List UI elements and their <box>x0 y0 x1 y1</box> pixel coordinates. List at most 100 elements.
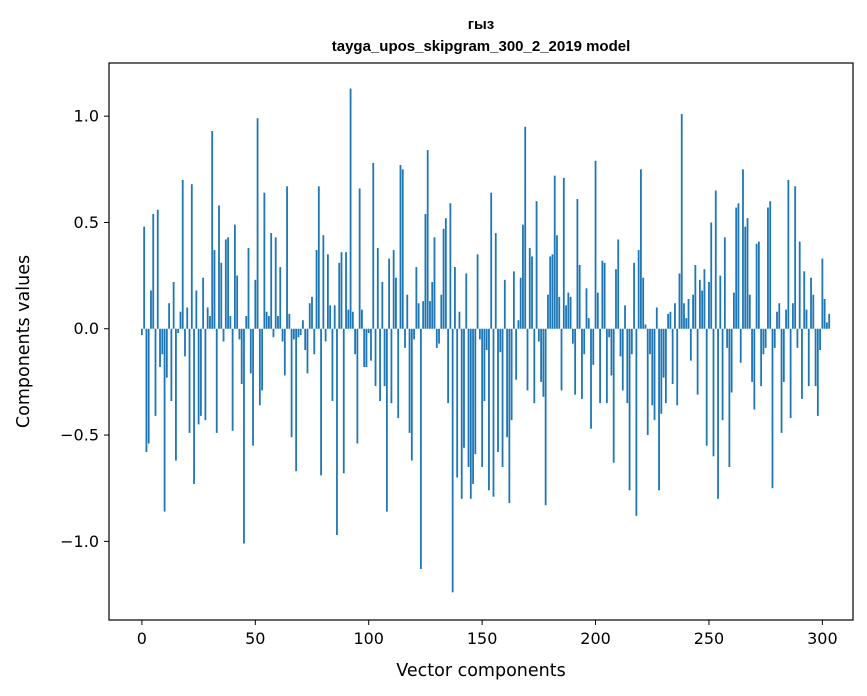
bar <box>401 169 404 329</box>
bar <box>617 239 620 329</box>
bar <box>317 186 320 329</box>
bar <box>140 328 143 336</box>
bar <box>181 179 184 329</box>
x-axis-ticks: 0 50 100 150 200 250 300 <box>137 620 838 648</box>
bar <box>680 114 683 329</box>
bar-series <box>140 88 831 593</box>
bar <box>379 328 381 402</box>
bar <box>381 281 384 329</box>
bar <box>215 328 218 433</box>
bar <box>311 296 313 329</box>
bar <box>789 328 792 419</box>
y-tick-label: 0.0 <box>74 319 99 338</box>
bar <box>193 328 195 484</box>
bar <box>481 328 484 467</box>
bar <box>721 328 724 421</box>
bar <box>372 162 375 329</box>
bar <box>431 281 434 329</box>
bar <box>762 328 765 355</box>
bar <box>213 250 216 329</box>
bar <box>542 328 545 397</box>
y-tick-label: 1.0 <box>74 107 99 126</box>
bar <box>798 241 801 329</box>
bar <box>188 328 191 433</box>
bar <box>592 328 595 365</box>
bar <box>717 328 719 499</box>
bar <box>429 301 431 329</box>
bar <box>737 203 740 329</box>
bar <box>531 256 533 329</box>
bar <box>218 205 220 329</box>
bar <box>347 309 350 329</box>
bar <box>676 328 679 406</box>
bar <box>728 328 731 467</box>
bar <box>338 262 341 329</box>
bar <box>451 328 454 593</box>
bar <box>168 303 171 329</box>
bar <box>145 328 148 453</box>
bar <box>254 279 257 329</box>
bar <box>823 298 826 329</box>
bar <box>261 328 264 391</box>
bar <box>703 269 706 329</box>
bar <box>522 224 524 329</box>
bar <box>460 328 463 499</box>
bar <box>769 201 772 329</box>
bar <box>662 328 665 378</box>
bar <box>490 192 493 329</box>
bar <box>229 315 232 329</box>
bar <box>474 328 477 455</box>
bar <box>449 203 452 329</box>
bar <box>354 328 357 355</box>
bar <box>630 328 633 355</box>
bar <box>698 279 701 329</box>
bar <box>143 226 146 329</box>
bar <box>667 313 670 329</box>
bar <box>383 328 386 387</box>
bar <box>574 328 577 395</box>
bar <box>646 328 649 436</box>
x-axis-label: Vector components <box>396 661 565 681</box>
bar <box>395 277 397 329</box>
bar <box>426 150 429 329</box>
bar <box>739 328 742 363</box>
bar <box>528 247 531 329</box>
bar <box>497 328 499 453</box>
bar <box>601 260 604 329</box>
bar <box>258 328 261 406</box>
bar <box>664 328 667 404</box>
chart-subtitle: tayga_upos_skipgram_300_2_2019 model <box>332 38 631 55</box>
bar <box>345 252 347 329</box>
bar <box>590 328 592 429</box>
bar <box>440 294 443 329</box>
bar <box>419 328 422 569</box>
y-axis-label: Components values <box>14 255 34 428</box>
bar <box>710 222 713 329</box>
bar <box>751 328 753 382</box>
bar <box>533 328 536 404</box>
bar <box>624 305 626 329</box>
bar <box>336 328 338 535</box>
bar <box>424 213 427 329</box>
bar <box>302 320 304 329</box>
bar <box>388 258 391 329</box>
bar <box>351 311 354 329</box>
bar <box>608 328 611 338</box>
bar <box>209 315 211 329</box>
bar <box>304 328 307 350</box>
bar <box>184 328 186 357</box>
bar <box>705 328 708 446</box>
bar <box>365 328 368 368</box>
bar <box>674 303 676 329</box>
bar <box>585 288 588 329</box>
bar <box>399 165 402 329</box>
bar <box>288 313 291 329</box>
y-tick-label: 0.5 <box>74 213 99 232</box>
bar <box>211 131 214 329</box>
bar <box>376 247 379 329</box>
bar <box>773 328 776 348</box>
bar <box>485 328 488 350</box>
bar <box>537 328 540 342</box>
bar <box>326 254 329 329</box>
